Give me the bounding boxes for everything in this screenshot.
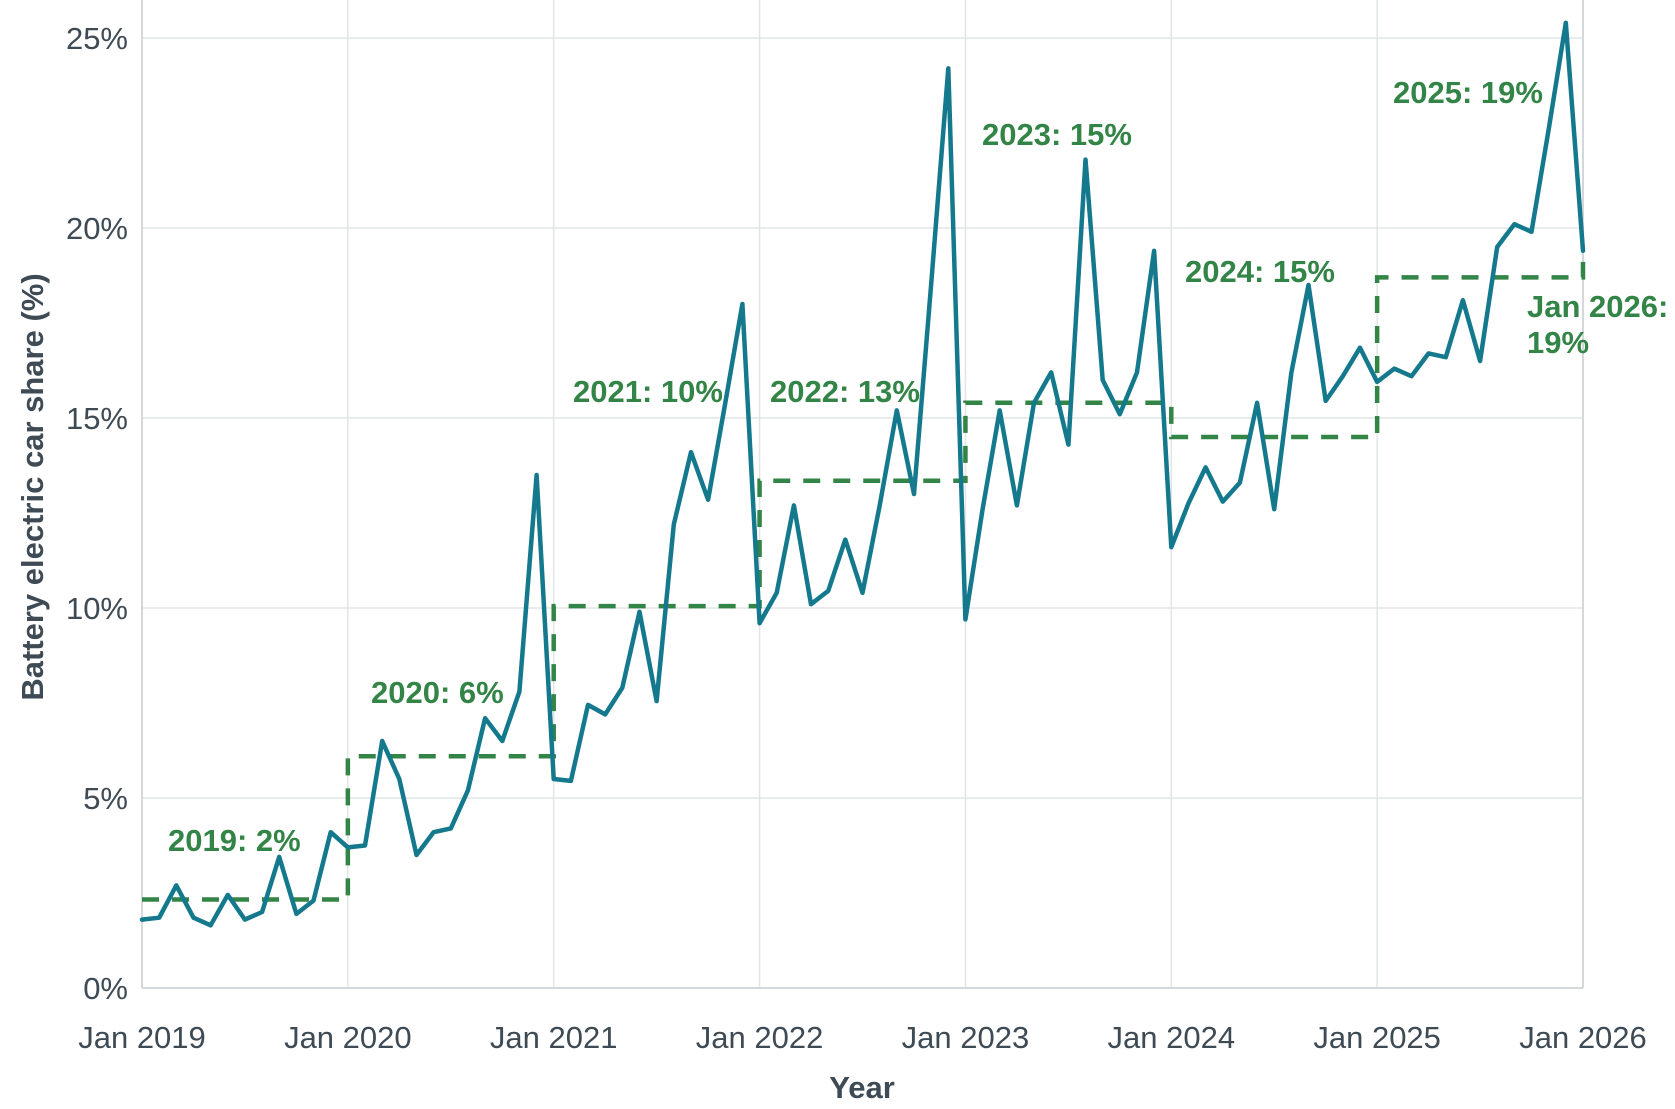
x-tick-label: Jan 2021 xyxy=(490,1020,618,1055)
annual-average-label: 2024: 15% xyxy=(1185,254,1335,289)
y-tick-label: 25% xyxy=(66,21,128,56)
y-axis-title: Battery electric car share (%) xyxy=(15,273,50,701)
plot-border xyxy=(141,0,1584,989)
axis-tick-labels: 0% 5% 10% 15% 20% 25% Jan 2019 Jan 2020 Jan 2021… xyxy=(66,21,1647,1055)
final-point-label: 19% xyxy=(1527,325,1589,360)
monthly-share-line xyxy=(139,20,1586,928)
y-tick-label: 15% xyxy=(66,401,128,436)
y-tick-label: 0% xyxy=(83,971,128,1006)
y-tick-label: 10% xyxy=(66,591,128,626)
annual-average-label: 2025: 19% xyxy=(1393,75,1543,110)
x-tick-label: Jan 2025 xyxy=(1313,1020,1441,1055)
x-tick-label: Jan 2024 xyxy=(1108,1020,1236,1055)
final-point-label: Jan 2026: xyxy=(1527,289,1668,324)
x-tick-label: Jan 2022 xyxy=(696,1020,824,1055)
x-tick-label: Jan 2023 xyxy=(902,1020,1030,1055)
annual-average-step-line xyxy=(142,250,1586,902)
y-tick-label: 20% xyxy=(66,211,128,246)
gridlines xyxy=(141,0,1584,989)
annual-average-label: 2020: 6% xyxy=(371,675,504,710)
x-tick-label: Jan 2020 xyxy=(284,1020,412,1055)
annual-average-label: 2019: 2% xyxy=(168,823,301,858)
annual-average-label: 2023: 15% xyxy=(982,117,1132,152)
annual-average-label: 2022: 13% xyxy=(770,374,920,409)
x-axis-title: Year xyxy=(829,1070,895,1105)
annual-average-label: 2021: 10% xyxy=(573,374,723,409)
x-tick-label: Jan 2026 xyxy=(1519,1020,1647,1055)
annual-average-annotations: 2019: 2% 2020: 6% 2021: 10% 2022: 13% 2023: … xyxy=(168,75,1668,858)
y-tick-label: 5% xyxy=(83,781,128,816)
x-tick-label: Jan 2019 xyxy=(78,1020,206,1055)
